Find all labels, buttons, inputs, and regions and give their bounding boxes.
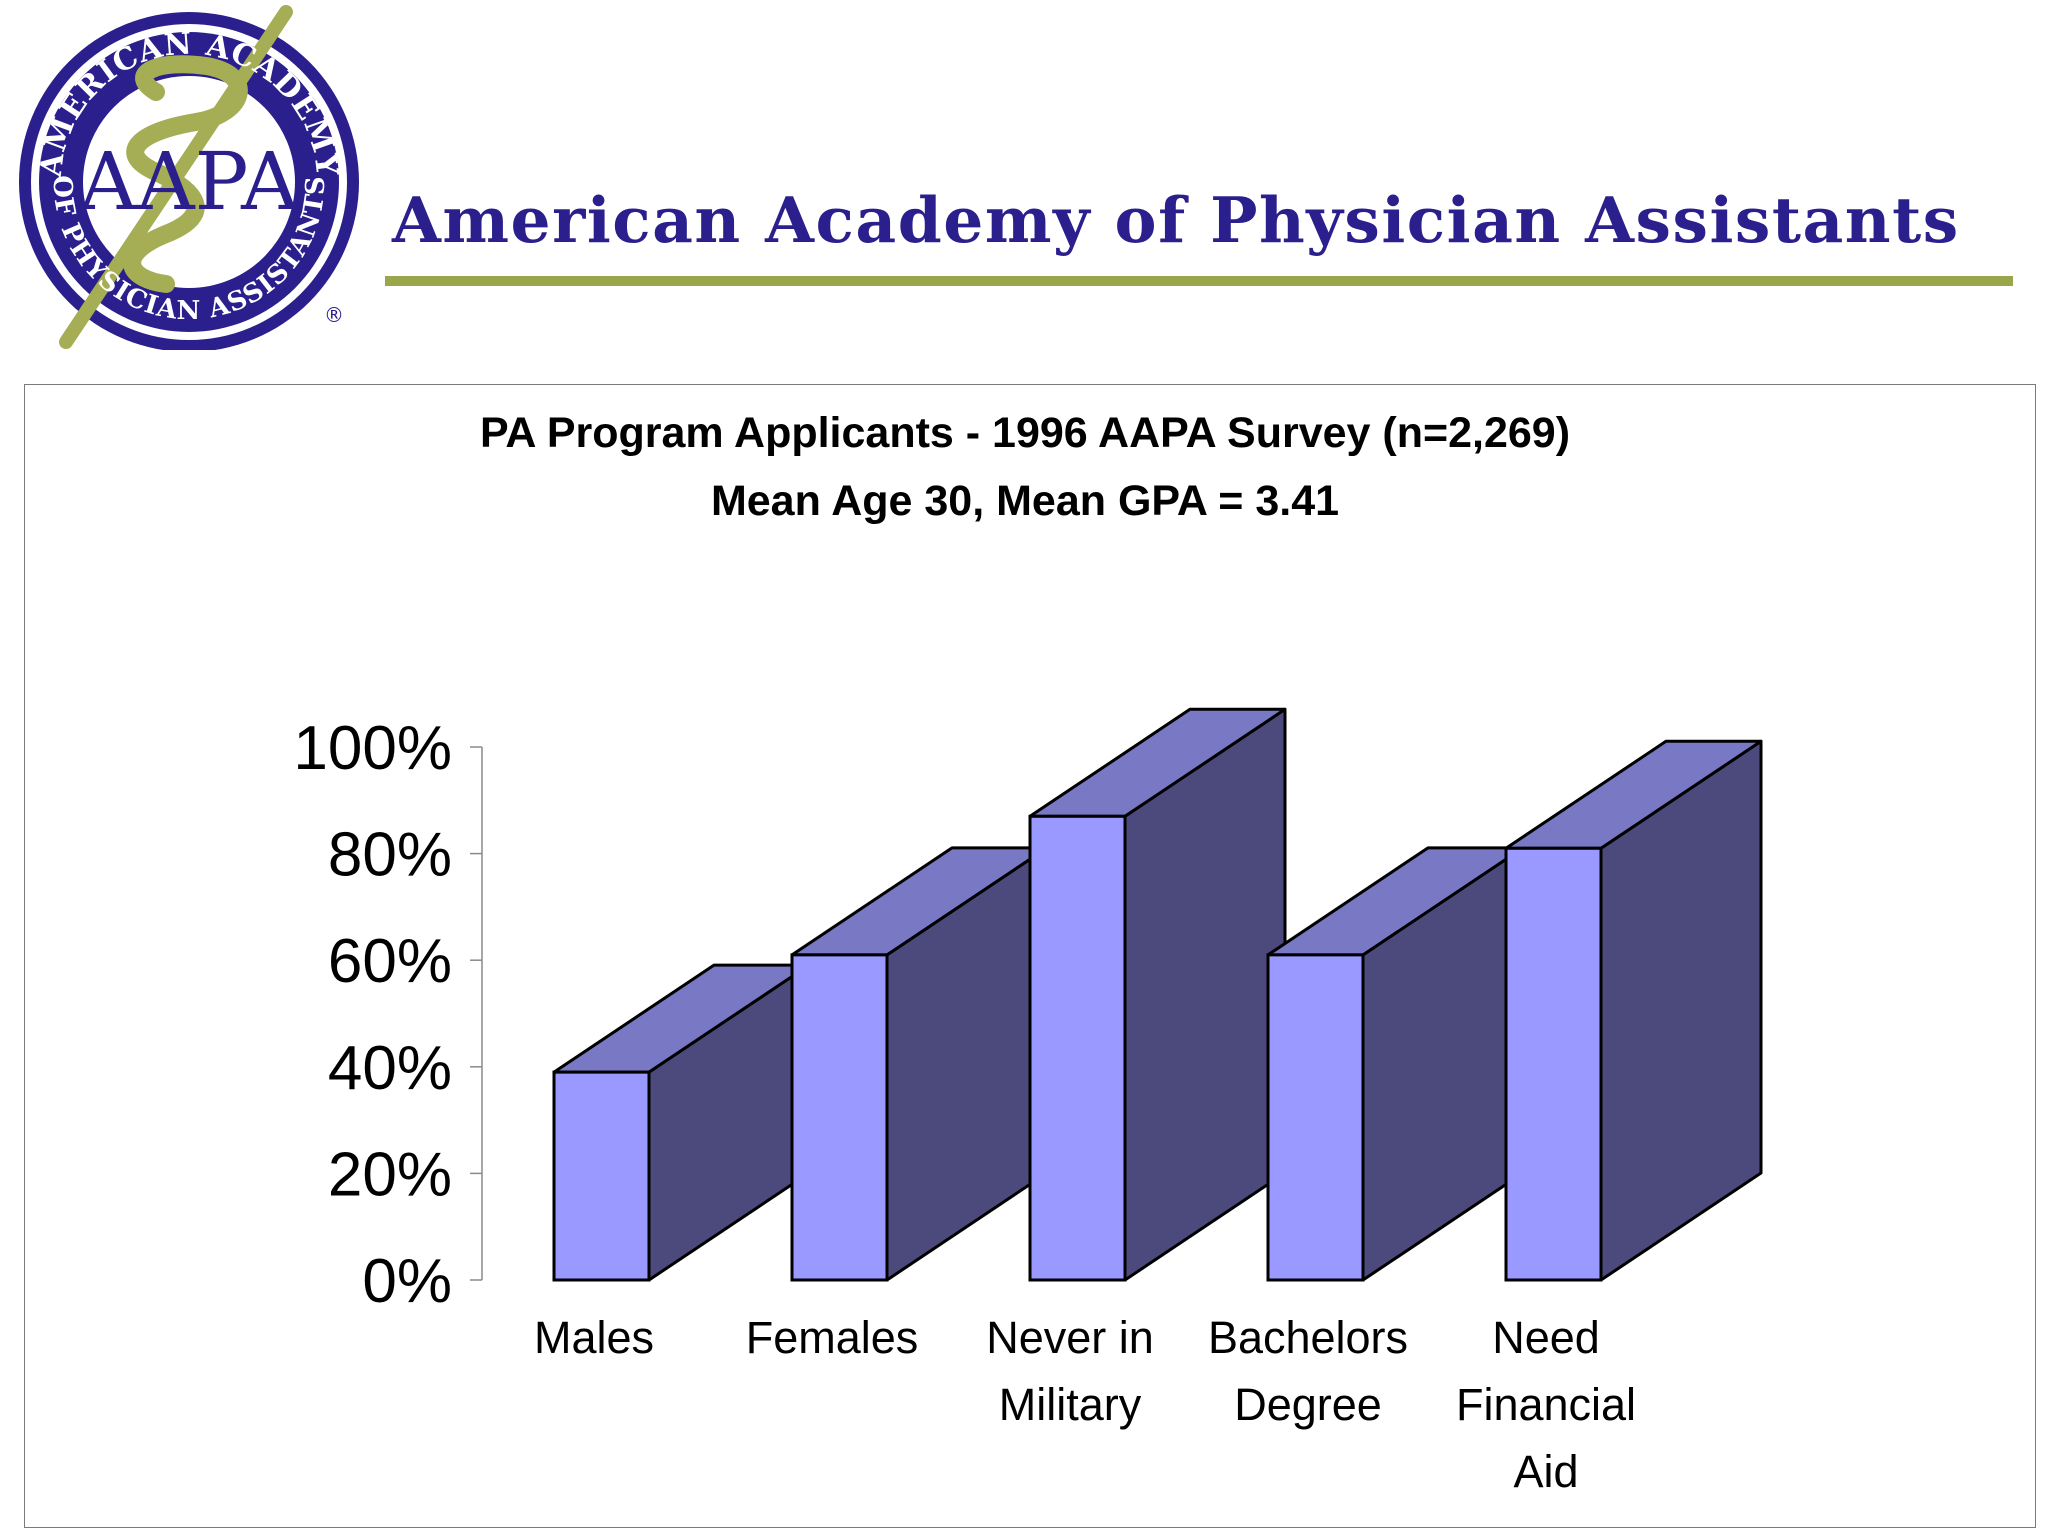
y-axis: 0% 20% 40% 60% 80% 100% <box>293 714 483 1316</box>
bar <box>1028 707 1287 1282</box>
aapa-logo: AMERICAN ACADEMY OF PHYSICIAN ASSISTANTS… <box>19 5 359 350</box>
y-tick-label: 80% <box>328 821 452 890</box>
organization-name: American Academy of Physician Assistants <box>392 183 1960 257</box>
category-label: Bachelors Degree <box>1208 1312 1408 1430</box>
bar <box>552 963 811 1282</box>
bar-chart: PA Program Applicants - 1996 AAPA Survey… <box>293 409 1763 1497</box>
category-label: Females <box>746 1312 919 1363</box>
category-label: Males <box>534 1312 654 1363</box>
bar-front <box>1028 814 1127 1282</box>
bar <box>1504 739 1763 1282</box>
logo-registered-mark: ® <box>324 303 344 327</box>
y-tick-label: 0% <box>362 1247 452 1316</box>
logo-center-text: AAPA <box>78 135 300 228</box>
y-tick-label: 100% <box>293 714 452 783</box>
category-label: Need Financial Aid <box>1456 1312 1636 1497</box>
chart-subtitle: Mean Age 30, Mean GPA = 3.41 <box>711 477 1339 525</box>
bar <box>1266 846 1525 1282</box>
y-tick-label: 20% <box>328 1140 452 1209</box>
bar-front <box>1504 846 1603 1282</box>
category-label: Never in Military <box>986 1312 1154 1430</box>
y-tick-label: 40% <box>328 1034 452 1103</box>
bar-front <box>1266 953 1365 1282</box>
bar <box>790 846 1049 1282</box>
bars <box>552 707 1763 1282</box>
category-labels: Males Females Never in Military Bachelors Deg… <box>534 1312 1636 1497</box>
chart-title: PA Program Applicants - 1996 AAPA Survey… <box>480 409 1570 457</box>
bar-front <box>552 1070 651 1282</box>
bar-front <box>790 953 889 1282</box>
chart-frame: PA Program Applicants - 1996 AAPA Survey… <box>24 384 2036 1528</box>
y-tick-label: 60% <box>328 927 452 996</box>
header-rule <box>385 276 2013 286</box>
caduceus-icon <box>59 5 293 349</box>
